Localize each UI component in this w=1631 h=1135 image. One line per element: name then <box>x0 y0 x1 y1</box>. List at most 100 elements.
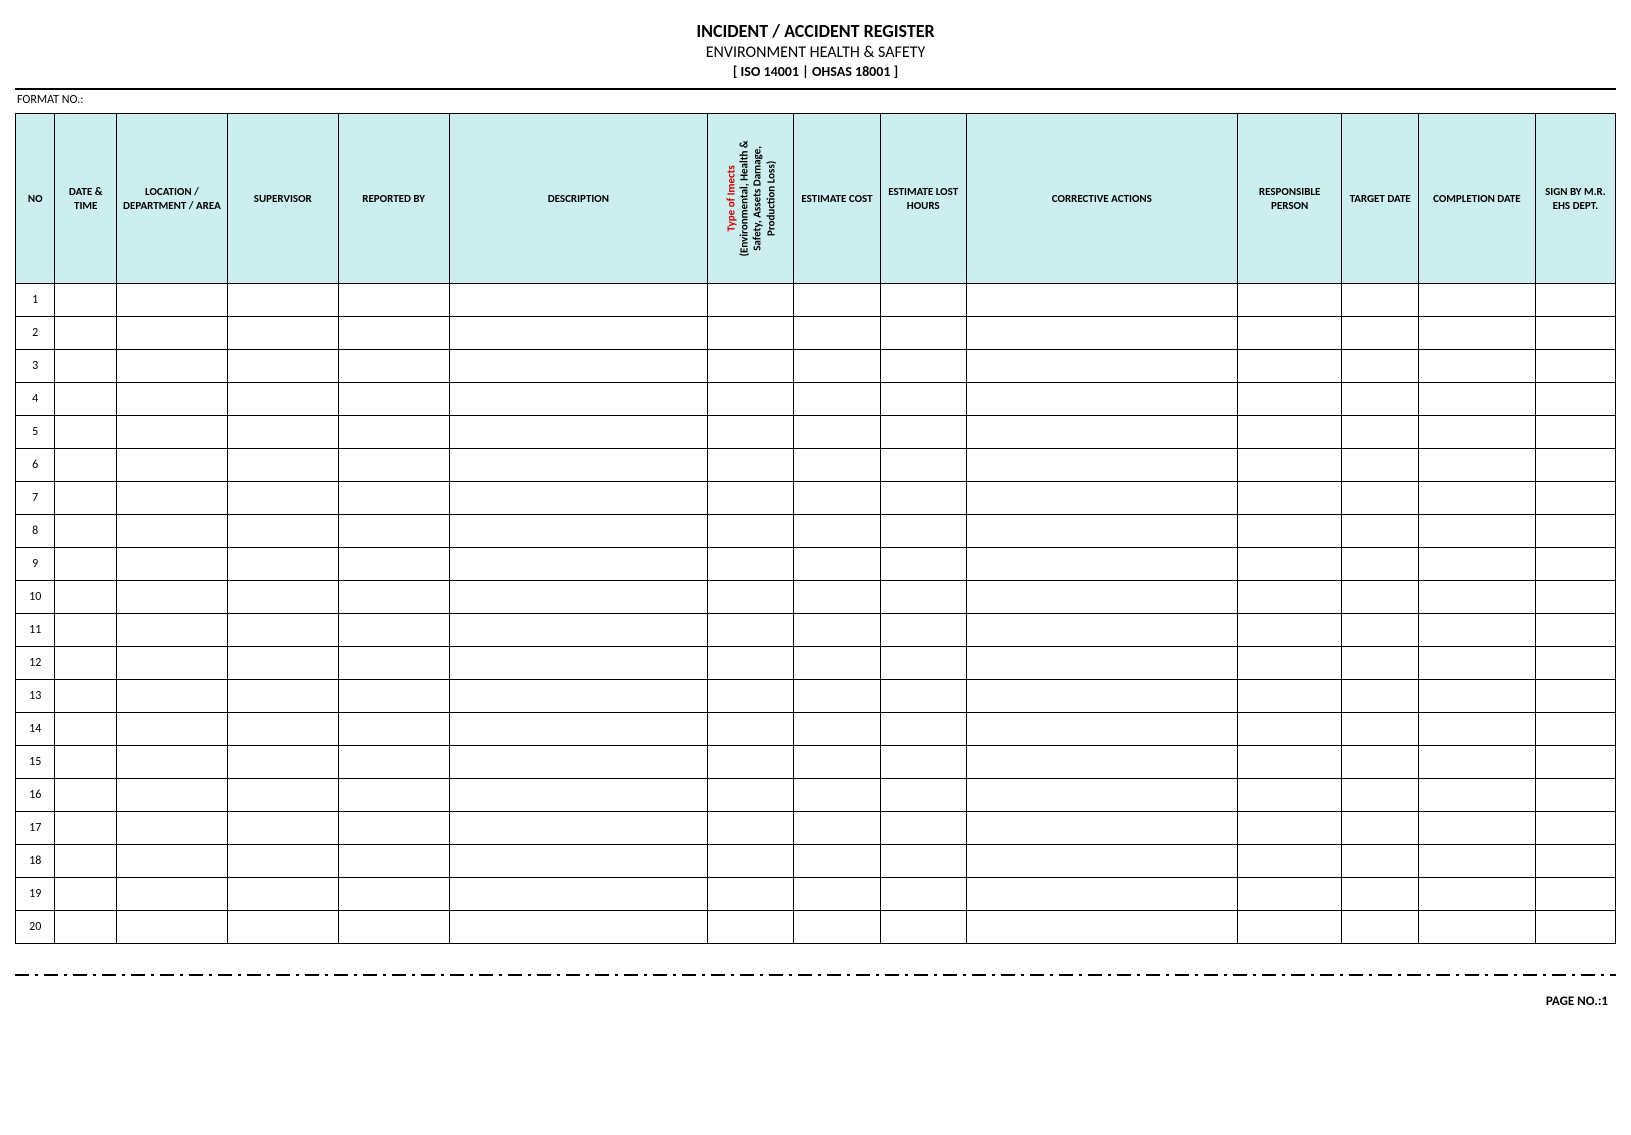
col-header-no: NO <box>16 114 55 284</box>
table-cell <box>449 812 708 845</box>
table-cell <box>116 746 227 779</box>
table-cell <box>966 746 1237 779</box>
table-row: 15 <box>16 746 1616 779</box>
row-number-cell: 12 <box>16 647 55 680</box>
table-cell <box>794 779 880 812</box>
table-cell <box>794 614 880 647</box>
table-cell <box>227 647 338 680</box>
table-cell <box>880 515 966 548</box>
table-cell <box>449 383 708 416</box>
table-cell <box>55 845 117 878</box>
table-row: 17 <box>16 812 1616 845</box>
table-cell <box>1342 284 1418 317</box>
table-cell <box>966 416 1237 449</box>
table-cell <box>966 284 1237 317</box>
table-cell <box>116 350 227 383</box>
table-row: 7 <box>16 482 1616 515</box>
table-cell <box>338 746 449 779</box>
table-cell <box>708 812 794 845</box>
table-cell <box>794 416 880 449</box>
table-cell <box>1535 581 1615 614</box>
table-cell <box>1342 383 1418 416</box>
table-cell <box>116 317 227 350</box>
table-cell <box>449 845 708 878</box>
row-number-cell: 11 <box>16 614 55 647</box>
table-cell <box>1342 680 1418 713</box>
table-cell <box>227 911 338 944</box>
row-number-cell: 13 <box>16 680 55 713</box>
table-cell <box>338 284 449 317</box>
table-cell <box>55 449 117 482</box>
table-cell <box>880 548 966 581</box>
row-number-cell: 1 <box>16 284 55 317</box>
table-cell <box>1418 614 1535 647</box>
col-header-estimate-lost-hours: ESTIMATE LOST HOURS <box>880 114 966 284</box>
table-body: 1234567891011121314151617181920 <box>16 284 1616 944</box>
table-row: 14 <box>16 713 1616 746</box>
table-cell <box>227 581 338 614</box>
table-cell <box>880 614 966 647</box>
type-label-red: Type of Imects <box>724 165 737 231</box>
table-cell <box>708 284 794 317</box>
table-cell <box>966 812 1237 845</box>
table-cell <box>338 647 449 680</box>
table-cell <box>55 746 117 779</box>
col-header-responsible-person: RESPONSIBLE PERSON <box>1237 114 1342 284</box>
table-cell <box>449 548 708 581</box>
table-cell <box>1342 878 1418 911</box>
table-row: 3 <box>16 350 1616 383</box>
table-cell <box>708 713 794 746</box>
table-row: 10 <box>16 581 1616 614</box>
table-cell <box>880 812 966 845</box>
table-cell <box>794 878 880 911</box>
table-cell <box>1535 350 1615 383</box>
table-cell <box>55 284 117 317</box>
row-number-cell: 6 <box>16 449 55 482</box>
table-cell <box>116 614 227 647</box>
row-number-cell: 10 <box>16 581 55 614</box>
table-cell <box>794 350 880 383</box>
table-cell <box>1535 383 1615 416</box>
table-cell <box>794 845 880 878</box>
table-cell <box>449 449 708 482</box>
table-cell <box>1418 449 1535 482</box>
col-header-supervisor: SUPERVISOR <box>227 114 338 284</box>
table-cell <box>449 284 708 317</box>
col-header-description: DESCRIPTION <box>449 114 708 284</box>
table-cell <box>449 878 708 911</box>
table-cell <box>1418 548 1535 581</box>
table-cell <box>1418 317 1535 350</box>
row-number-cell: 16 <box>16 779 55 812</box>
table-cell <box>338 581 449 614</box>
table-row: 4 <box>16 383 1616 416</box>
table-cell <box>1342 647 1418 680</box>
table-row: 1 <box>16 284 1616 317</box>
table-cell <box>55 350 117 383</box>
table-cell <box>227 746 338 779</box>
table-cell <box>449 416 708 449</box>
table-row: 5 <box>16 416 1616 449</box>
table-cell <box>449 515 708 548</box>
table-cell <box>880 911 966 944</box>
table-row: 2 <box>16 317 1616 350</box>
table-cell <box>1418 647 1535 680</box>
table-cell <box>1342 713 1418 746</box>
table-cell <box>1342 911 1418 944</box>
table-cell <box>1237 482 1342 515</box>
table-cell <box>227 548 338 581</box>
table-cell <box>1535 548 1615 581</box>
table-cell <box>449 713 708 746</box>
table-cell <box>1342 746 1418 779</box>
table-cell <box>1535 713 1615 746</box>
table-cell <box>116 482 227 515</box>
incident-register-table: NO DATE & TIME LOCATION / DEPARTMENT / A… <box>15 113 1616 944</box>
table-cell <box>116 779 227 812</box>
table-header-row: NO DATE & TIME LOCATION / DEPARTMENT / A… <box>16 114 1616 284</box>
table-cell <box>227 779 338 812</box>
row-number-cell: 15 <box>16 746 55 779</box>
table-cell <box>1418 416 1535 449</box>
col-header-target-date: TARGET DATE <box>1342 114 1418 284</box>
table-row: 11 <box>16 614 1616 647</box>
table-cell <box>1418 713 1535 746</box>
table-cell <box>227 515 338 548</box>
